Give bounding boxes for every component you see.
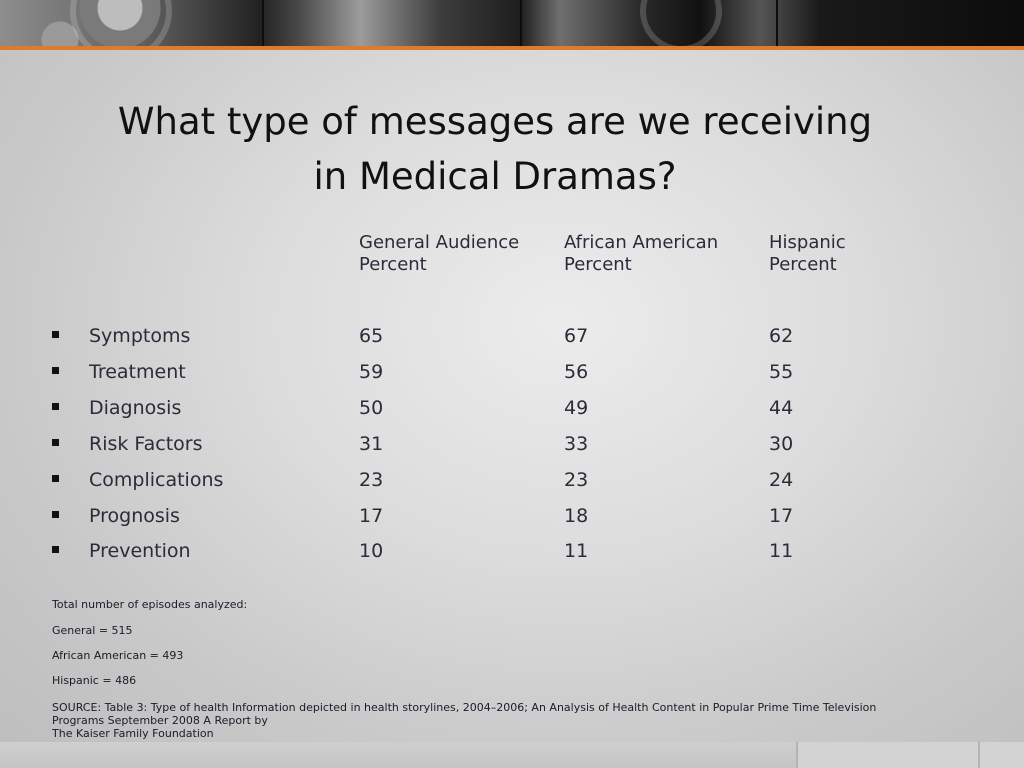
square-bullet-icon (52, 511, 59, 518)
row-value-hispanic: 24 (769, 469, 794, 491)
row-value-general: 65 (359, 325, 384, 347)
episodes-note-african-american: African American = 493 (52, 649, 184, 662)
row-value-african-american: 67 (564, 325, 589, 347)
row-value-general: 10 (359, 540, 384, 562)
square-bullet-icon (52, 475, 59, 482)
row-value-african-american: 56 (564, 361, 589, 383)
row-value-general: 50 (359, 397, 384, 419)
row-value-general: 31 (359, 433, 384, 455)
footer-panel (796, 742, 978, 768)
table-row: Diagnosis 50 49 44 (0, 397, 1024, 427)
column-header-line: Percent (564, 254, 632, 275)
table-row: Symptoms 65 67 62 (0, 325, 1024, 355)
row-label: Symptoms (89, 325, 191, 347)
footer-panel (978, 742, 1024, 768)
episodes-note-general: General = 515 (52, 624, 133, 637)
square-bullet-icon (52, 403, 59, 410)
table-row: Risk Factors 31 33 30 (0, 433, 1024, 463)
row-value-african-american: 11 (564, 540, 589, 562)
slide-title-line-2: in Medical Dramas? (313, 155, 677, 198)
column-header-line: General Audience (359, 232, 520, 253)
table-row: Prognosis 17 18 17 (0, 505, 1024, 535)
row-value-general: 23 (359, 469, 384, 491)
column-header-hispanic: Hispanic Percent (769, 232, 846, 276)
column-header-general-audience: General Audience Percent (359, 232, 519, 276)
row-value-african-american: 33 (564, 433, 589, 455)
source-line: SOURCE: Table 3: Type of health Informat… (52, 701, 877, 714)
source-citation: SOURCE: Table 3: Type of health Informat… (52, 701, 952, 740)
source-line: The Kaiser Family Foundation (52, 727, 214, 740)
column-header-line: Hispanic (769, 232, 846, 253)
slide-title: What type of messages are we receiving i… (60, 94, 930, 204)
row-value-hispanic: 11 (769, 540, 794, 562)
row-value-general: 17 (359, 505, 384, 527)
episodes-note-heading: Total number of episodes analyzed: (52, 598, 248, 611)
row-label: Treatment (89, 361, 186, 383)
column-header-line: Percent (769, 254, 837, 275)
row-value-general: 59 (359, 361, 384, 383)
row-value-african-american: 49 (564, 397, 589, 419)
episodes-note-hispanic: Hispanic = 486 (52, 674, 137, 687)
table-row: Treatment 59 56 55 (0, 361, 1024, 391)
row-value-hispanic: 17 (769, 505, 794, 527)
square-bullet-icon (52, 546, 59, 553)
row-value-hispanic: 62 (769, 325, 794, 347)
row-label: Complications (89, 469, 224, 491)
row-value-hispanic: 55 (769, 361, 794, 383)
row-value-hispanic: 30 (769, 433, 794, 455)
row-label: Diagnosis (89, 397, 182, 419)
column-header-african-american: African American Percent (564, 232, 718, 276)
row-value-hispanic: 44 (769, 397, 794, 419)
slide-title-line-1: What type of messages are we receiving (117, 100, 873, 143)
accent-rule (0, 46, 1024, 50)
row-value-african-american: 23 (564, 469, 589, 491)
table-row: Complications 23 23 24 (0, 469, 1024, 499)
source-line: Programs September 2008 A Report by (52, 714, 268, 727)
table-row: Prevention 10 11 11 (0, 540, 1024, 570)
header-banner-image (0, 0, 1024, 46)
square-bullet-icon (52, 367, 59, 374)
square-bullet-icon (52, 439, 59, 446)
row-label: Prevention (89, 540, 191, 562)
row-label: Risk Factors (89, 433, 203, 455)
row-label: Prognosis (89, 505, 180, 527)
row-value-african-american: 18 (564, 505, 589, 527)
square-bullet-icon (52, 331, 59, 338)
column-header-line: Percent (359, 254, 427, 275)
column-header-line: African American (564, 232, 719, 253)
